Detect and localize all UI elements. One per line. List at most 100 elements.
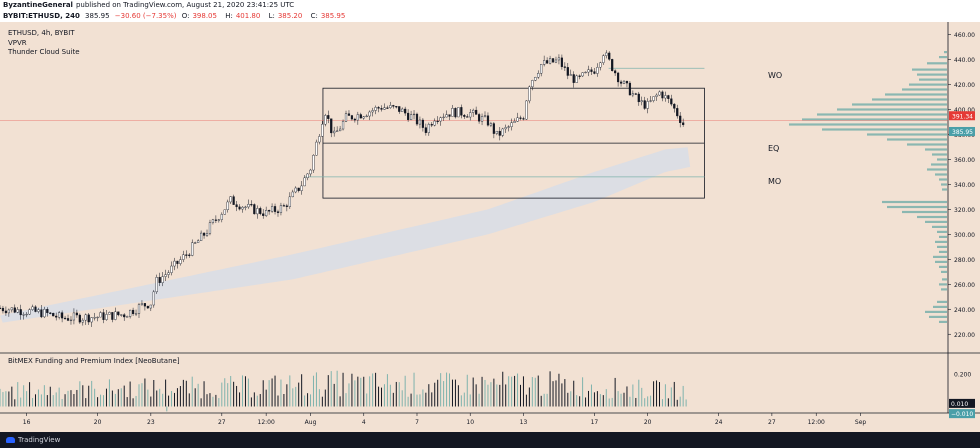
- tradingview-logo-icon[interactable]: [6, 437, 15, 443]
- candle-body: [501, 128, 504, 136]
- candle-body: [472, 109, 475, 113]
- candle-body: [1, 307, 5, 312]
- price-tick-label: 240.00: [954, 307, 975, 314]
- footer-brand[interactable]: TradingView: [18, 436, 61, 444]
- candle-body: [111, 312, 114, 320]
- volume-profile-bar: [902, 210, 947, 214]
- volume-profile-bar: [937, 158, 947, 161]
- candle-body: [164, 274, 167, 277]
- candle-body: [52, 312, 55, 317]
- candle-body: [137, 304, 141, 314]
- candle-body: [380, 108, 383, 110]
- price-tick-label: 280.00: [954, 257, 975, 264]
- candle-body: [265, 210, 268, 216]
- candle-body: [392, 105, 395, 107]
- candle-body: [126, 316, 129, 318]
- legend-thunder-cloud[interactable]: Thunder Cloud Suite: [7, 48, 80, 56]
- candle-body: [202, 232, 206, 236]
- candle-body: [608, 52, 611, 60]
- time-tick-label: Sep: [855, 419, 867, 426]
- candle-body: [66, 318, 70, 321]
- volume-profile-bar: [941, 183, 947, 186]
- candle-body: [161, 276, 164, 283]
- candle-body: [134, 313, 138, 315]
- time-tick-label: 17: [591, 419, 599, 426]
- wo-label: WO: [768, 71, 782, 80]
- candle-body: [575, 75, 578, 83]
- candle-body: [333, 130, 336, 134]
- candle-body: [315, 141, 318, 156]
- eq-label: EQ: [768, 144, 779, 153]
- candle-body: [676, 108, 679, 117]
- volume-profile-bar: [939, 265, 947, 268]
- candle-body: [599, 62, 602, 68]
- volume-profile-bar: [935, 260, 947, 263]
- close-number: 385.95: [320, 12, 346, 20]
- candle-body: [75, 312, 78, 316]
- candle-body: [185, 254, 188, 256]
- candle-body: [226, 201, 229, 210]
- candle-body: [667, 95, 670, 99]
- candle-body: [49, 312, 52, 314]
- candle-body: [516, 117, 519, 122]
- candle-body: [534, 77, 537, 81]
- indicator-badge-label: −0.010: [951, 411, 973, 418]
- candle-body: [581, 72, 584, 77]
- candle-body: [584, 71, 587, 74]
- price-badge-label: 391.34: [952, 113, 973, 120]
- candle-body: [43, 308, 46, 318]
- candle-body: [262, 213, 265, 216]
- candle-body: [404, 108, 407, 114]
- volume-profile-bar: [939, 178, 947, 181]
- time-tick-label: 24: [715, 419, 723, 426]
- volume-profile-bar: [933, 255, 947, 258]
- candle-body: [229, 196, 232, 203]
- candle-body: [560, 57, 563, 67]
- candle-body: [409, 114, 413, 120]
- candle-body: [504, 127, 507, 130]
- time-tick-label: 27: [768, 419, 776, 426]
- candle-body: [78, 314, 81, 323]
- candle-body: [300, 185, 303, 191]
- candle-body: [602, 55, 605, 63]
- volume-profile-bar: [837, 108, 947, 111]
- candle-body: [158, 277, 161, 283]
- volume-profile-bar: [944, 51, 947, 54]
- candle-body: [69, 319, 73, 322]
- candle-body: [466, 116, 469, 118]
- candle-body: [611, 59, 614, 71]
- candle-body: [279, 205, 283, 213]
- volume-profile-bar: [885, 93, 947, 96]
- volume-profile-bar: [939, 250, 947, 253]
- candle-body: [528, 86, 531, 102]
- author-name[interactable]: ByzantineGeneral: [3, 1, 73, 9]
- time-tick-label: 7: [415, 419, 419, 426]
- high-number: 401.80: [235, 12, 261, 20]
- legend-symbol[interactable]: ETHUSD, 4h, BYBIT: [8, 29, 75, 37]
- mo-label: MO: [768, 177, 781, 186]
- time-tick-label: 4: [362, 419, 366, 426]
- candle-body: [519, 117, 522, 119]
- candle-body: [460, 107, 463, 116]
- candle-body: [120, 314, 123, 316]
- time-tick-label: 23: [147, 419, 155, 426]
- volume-profile-bar: [867, 133, 947, 136]
- candle-body: [412, 113, 416, 116]
- candle-body: [389, 105, 392, 109]
- volume-profile-bar: [935, 240, 947, 243]
- candle-body: [324, 115, 327, 125]
- candle-body: [557, 57, 561, 61]
- time-tick-label: 12:00: [808, 419, 825, 426]
- chart-canvas[interactable]: 220.00 240.00 260.00 280.00 300.00 320.00 340.…: [0, 22, 980, 432]
- candle-body: [339, 128, 342, 132]
- candle-body: [199, 232, 203, 241]
- candle-body: [395, 106, 398, 108]
- candle-body: [551, 58, 555, 63]
- candle-body: [61, 312, 64, 319]
- candle-body: [522, 118, 525, 120]
- candle-body: [105, 314, 108, 320]
- indicator-title[interactable]: BitMEX Funding and Premium Index [NeoBut…: [8, 357, 180, 365]
- candle-body: [235, 204, 238, 208]
- legend-vpvr[interactable]: VPVR: [8, 39, 27, 47]
- candle-body: [386, 107, 389, 109]
